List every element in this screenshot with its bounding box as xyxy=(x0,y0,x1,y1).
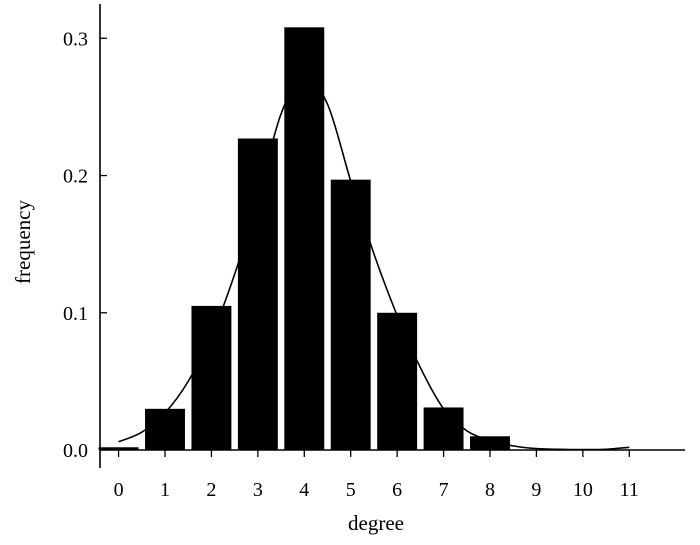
bar-degree-4 xyxy=(284,27,325,451)
bars xyxy=(98,27,510,451)
y-tick-label-0.3: 0.3 xyxy=(63,28,88,50)
x-tick-label-11: 11 xyxy=(620,479,639,501)
x-tick-label-2: 2 xyxy=(206,479,216,501)
fitted-curve xyxy=(118,75,630,451)
axes: 0 1 2 3 4 5 6 7 8 9 10 11 0.0 0.1 0.2 0.3 xyxy=(63,4,685,501)
y-tick-label-0.2: 0.2 xyxy=(63,166,88,188)
bar-degree-3 xyxy=(237,138,278,451)
bar-degree-8 xyxy=(470,436,510,450)
plot-area xyxy=(98,27,630,451)
x-tick-label-3: 3 xyxy=(253,479,263,501)
bar-degree-0 xyxy=(98,447,139,450)
bar-degree-5 xyxy=(330,179,371,450)
y-axis-title: frequency xyxy=(11,200,35,284)
x-ticks: 0 1 2 3 4 5 6 7 8 9 10 11 xyxy=(114,450,639,501)
bar-degree-1 xyxy=(145,408,185,450)
x-tick-label-5: 5 xyxy=(346,479,356,501)
y-tick-label-0.1: 0.1 xyxy=(63,303,88,325)
y-ticks: 0.0 0.1 0.2 0.3 xyxy=(63,28,107,462)
x-tick-label-0: 0 xyxy=(114,479,124,501)
x-tick-label-6: 6 xyxy=(392,479,402,501)
x-tick-label-1: 1 xyxy=(160,479,170,501)
x-axis-title: degree xyxy=(348,511,404,535)
bar-degree-2 xyxy=(191,305,232,450)
bar-degree-7 xyxy=(423,407,464,450)
x-tick-label-7: 7 xyxy=(439,479,449,501)
x-tick-label-9: 9 xyxy=(531,479,541,501)
y-tick-label-0.0: 0.0 xyxy=(63,440,88,462)
bar-degree-6 xyxy=(377,312,418,450)
x-tick-label-8: 8 xyxy=(485,479,495,501)
x-tick-label-4: 4 xyxy=(299,479,309,501)
x-tick-label-10: 10 xyxy=(573,479,593,501)
